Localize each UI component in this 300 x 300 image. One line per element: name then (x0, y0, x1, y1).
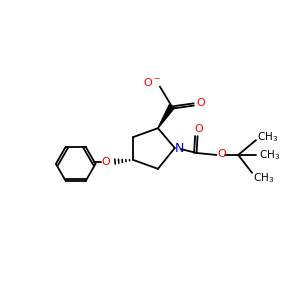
Text: CH$_3$: CH$_3$ (253, 171, 274, 184)
Text: CH$_3$: CH$_3$ (259, 148, 280, 162)
Text: O: O (196, 98, 205, 108)
Text: O: O (217, 149, 226, 159)
Text: O: O (101, 157, 110, 167)
Text: O: O (194, 124, 203, 134)
Text: N: N (175, 142, 184, 154)
Text: O$^-$: O$^-$ (143, 76, 161, 88)
Polygon shape (158, 105, 174, 128)
Text: CH$_3$: CH$_3$ (257, 130, 278, 144)
